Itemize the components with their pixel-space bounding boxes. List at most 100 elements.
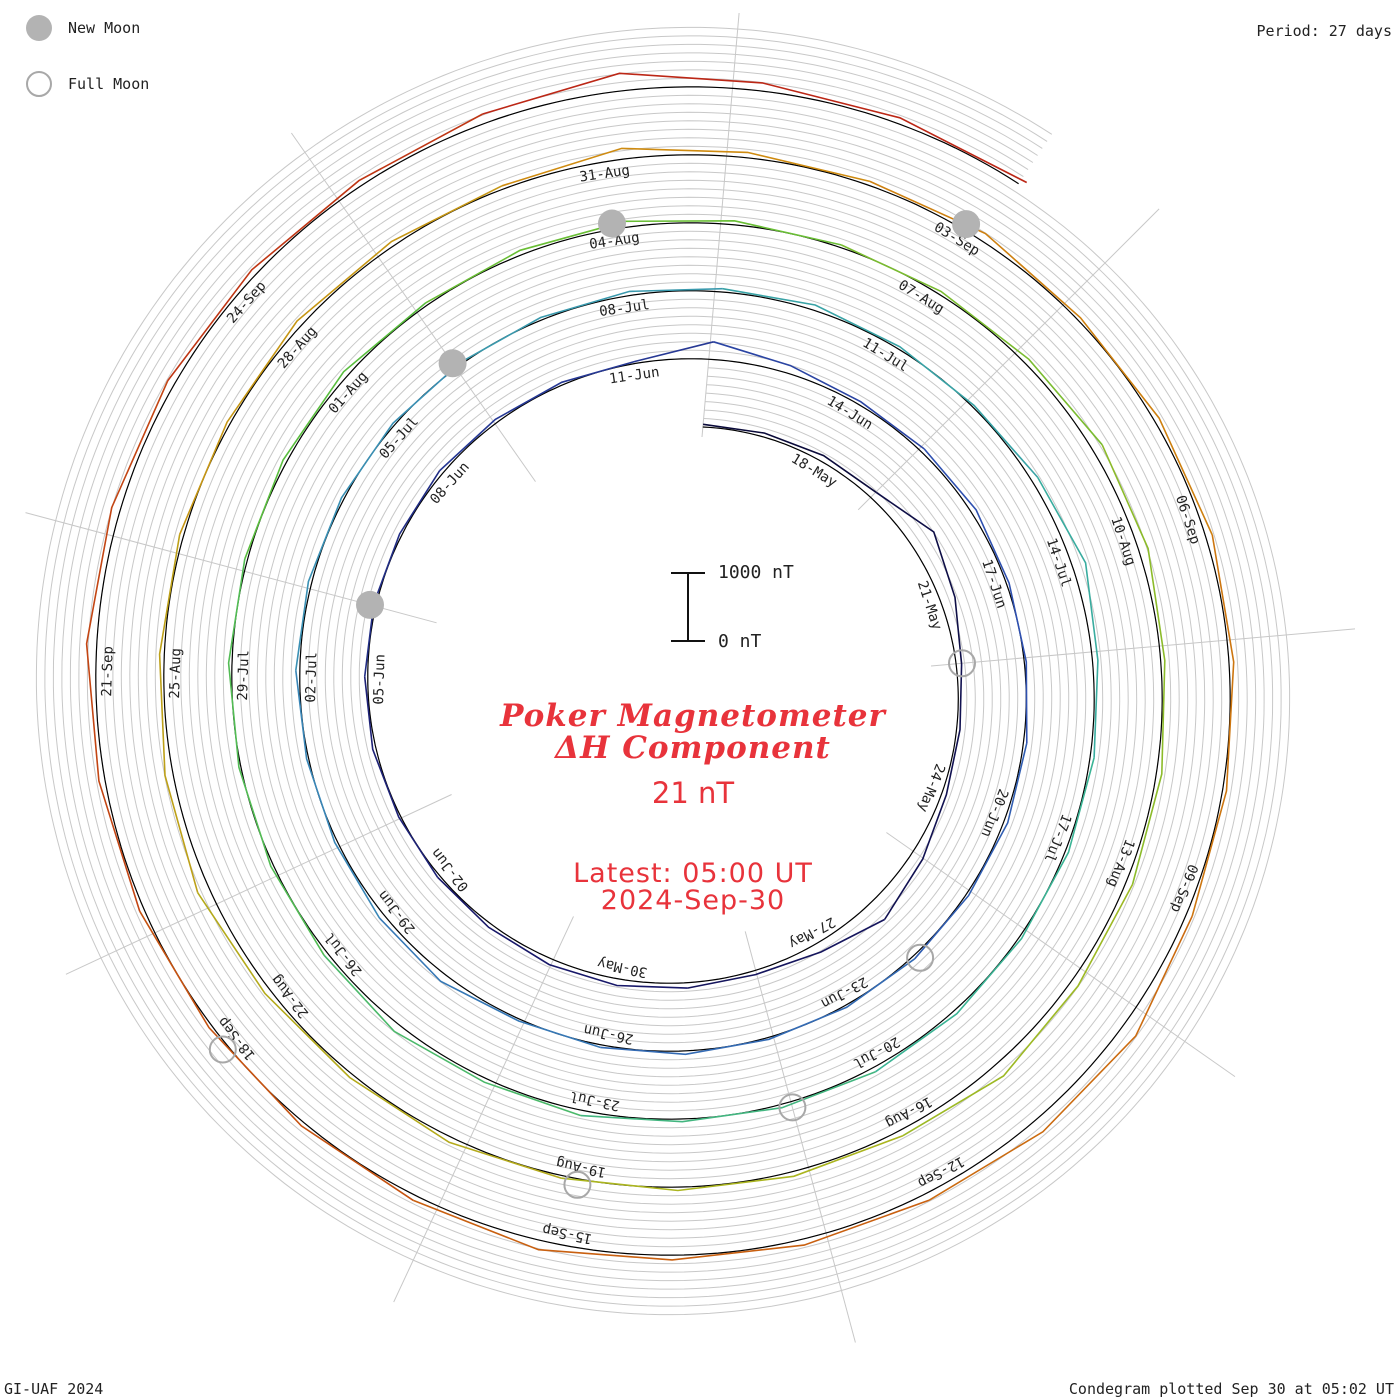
chart-title-line1: Poker Magnetometer — [500, 698, 886, 734]
trace-segment — [363, 470, 441, 677]
grid-spoke — [701, 12, 740, 438]
full-moon-marker — [563, 1170, 592, 1199]
full-moon-marker — [208, 1035, 237, 1064]
trace-segment — [439, 341, 714, 472]
current-value: 21 nT — [651, 776, 735, 810]
trace-segment — [1101, 444, 1166, 885]
trace-segment — [244, 302, 427, 560]
date-label: 02-Jul — [303, 652, 320, 703]
footer-credit: GI-UAF 2024 — [4, 1380, 104, 1398]
trace-segment — [561, 1134, 904, 1192]
date-label: 21-Sep — [99, 646, 116, 697]
trace-segment — [883, 663, 963, 920]
trace-segment — [295, 670, 381, 919]
spiral-grid — [35, 26, 1291, 1316]
date-label: 11-Jun — [608, 364, 660, 387]
trace-segment — [875, 491, 963, 665]
chart-title-line2: ΔH Component — [555, 730, 831, 766]
new-moon-label: New Moon — [68, 19, 141, 37]
trace-segment — [295, 361, 462, 671]
trace-segment — [928, 915, 1193, 1201]
trace-segment — [85, 380, 169, 912]
grid-ring — [52, 43, 1274, 1299]
trace-segment — [902, 884, 1134, 1137]
trace-segment — [197, 892, 562, 1179]
date-label: 31-Aug — [579, 162, 631, 185]
trace-segment — [413, 1199, 930, 1261]
date-label: 05-Jun — [371, 654, 388, 705]
trace-segment — [923, 448, 1028, 744]
trace-segment — [501, 147, 871, 187]
date-label: 17-Jul — [1041, 812, 1075, 865]
trace-segment — [227, 558, 325, 956]
date-label: 04-Aug — [588, 230, 640, 253]
full-moon-marker — [778, 1093, 807, 1122]
grid-spoke — [886, 832, 1236, 1078]
trace-segment — [178, 185, 503, 535]
trace-segment — [1037, 477, 1099, 758]
grid-ring — [44, 35, 1282, 1307]
grid-spoke — [744, 931, 856, 1343]
spiral-baseline — [95, 86, 1231, 1256]
moon-markers — [208, 209, 981, 1199]
day-spokes — [25, 12, 1356, 1343]
trace-segment — [840, 244, 1103, 446]
date-label: 06-Sep — [1172, 493, 1203, 546]
grid-spoke — [930, 628, 1356, 667]
date-label: 21-May — [914, 579, 945, 632]
trace-segment — [378, 917, 601, 1049]
scale-top-label: 1000 nT — [718, 562, 794, 583]
new-moon-icon — [26, 15, 52, 41]
full-moon-label: Full Moon — [68, 75, 150, 93]
full-moon-icon — [26, 71, 52, 97]
trace-segment — [702, 423, 877, 493]
date-label: 25-Aug — [167, 648, 184, 699]
new-moon-marker — [438, 349, 467, 378]
legend-full-moon: Full Moon — [26, 68, 149, 100]
date-label: 08-Jul — [598, 297, 650, 320]
legend-new-moon: New Moon — [26, 12, 140, 44]
period-label: Period: 27 days — [1256, 22, 1392, 40]
scale-bar — [671, 572, 705, 642]
date-label: 14-Jul — [1043, 536, 1074, 589]
trace-segment — [713, 341, 925, 450]
new-moon-marker — [598, 209, 626, 238]
trace-segment — [437, 876, 688, 989]
trace-segment — [600, 958, 916, 1056]
trace-segment — [687, 918, 885, 989]
trace-segment — [363, 676, 439, 878]
latest-date: 2024-Sep-30 — [600, 885, 786, 916]
trace-segment — [869, 180, 1214, 536]
scale-bottom-label: 0 nT — [718, 631, 762, 652]
trace-segment — [1191, 534, 1235, 917]
grid-ring — [35, 26, 1291, 1316]
trace-segment — [482, 72, 1028, 184]
grid-ring — [69, 60, 1257, 1282]
trace-segment — [158, 534, 199, 893]
footer-plotted: Condegram plotted Sep 30 at 05:02 UT — [1068, 1380, 1394, 1398]
grid-spoke — [65, 794, 452, 975]
full-moon-marker — [906, 943, 935, 972]
baseline-spiral — [95, 86, 1231, 1256]
trace-segment — [875, 757, 1095, 1073]
date-label: 17-Jun — [978, 558, 1009, 611]
magnetometer-trace — [85, 72, 1235, 1261]
latest-time: Latest: 05:00 UT — [573, 858, 813, 889]
trace-segment — [323, 954, 582, 1117]
grid-ring — [61, 52, 1265, 1290]
trace-segment — [139, 910, 414, 1202]
trace-segment — [580, 1070, 876, 1123]
trace-segment — [722, 287, 1039, 478]
new-moon-marker — [952, 210, 981, 239]
trace-segment — [167, 113, 484, 382]
trace-segment — [460, 287, 723, 363]
grid-ring — [86, 77, 1240, 1265]
trace-segment — [914, 742, 1028, 960]
grid-ring — [78, 69, 1248, 1273]
grid-spoke — [857, 208, 1160, 511]
grid-spoke — [393, 916, 574, 1303]
full-moon-marker — [948, 649, 976, 678]
new-moon-marker — [356, 590, 384, 619]
date-label: 29-Jul — [235, 650, 252, 701]
